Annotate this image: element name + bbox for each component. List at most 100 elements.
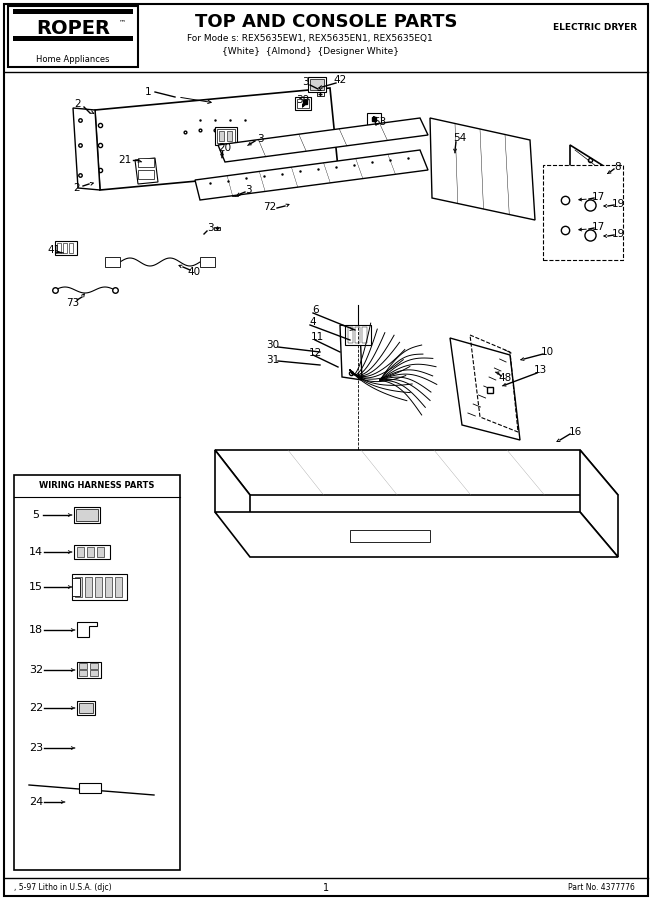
Bar bbox=[215, 127, 237, 145]
Text: ELECTRIC DRYER: ELECTRIC DRYER bbox=[553, 23, 637, 32]
Text: 11: 11 bbox=[310, 332, 323, 342]
Text: 3: 3 bbox=[302, 77, 308, 87]
Bar bbox=[79, 783, 101, 793]
Bar bbox=[69, 243, 73, 253]
Bar bbox=[367, 113, 381, 125]
Circle shape bbox=[420, 400, 440, 420]
Polygon shape bbox=[215, 512, 618, 557]
Bar bbox=[244, 148, 250, 151]
Text: 19: 19 bbox=[612, 199, 625, 209]
Polygon shape bbox=[95, 88, 338, 190]
Bar bbox=[217, 129, 235, 143]
Polygon shape bbox=[195, 150, 428, 200]
Bar bbox=[74, 507, 100, 523]
Text: 41: 41 bbox=[48, 245, 61, 255]
Bar bbox=[295, 97, 311, 110]
Bar bbox=[297, 99, 309, 108]
Text: 2: 2 bbox=[74, 183, 80, 193]
Bar bbox=[13, 36, 133, 41]
Bar bbox=[345, 325, 371, 345]
Text: 12: 12 bbox=[308, 348, 321, 358]
Text: 5: 5 bbox=[33, 510, 40, 520]
Bar bbox=[63, 243, 67, 253]
Text: 3: 3 bbox=[244, 185, 251, 195]
Bar bbox=[362, 327, 367, 343]
Bar bbox=[543, 165, 623, 260]
Text: 73: 73 bbox=[67, 298, 80, 308]
Bar bbox=[77, 701, 95, 715]
Polygon shape bbox=[570, 145, 610, 245]
Text: 3: 3 bbox=[257, 134, 263, 144]
Text: 17: 17 bbox=[591, 192, 604, 202]
Text: 23: 23 bbox=[29, 743, 43, 753]
Text: Part No. 4377776: Part No. 4377776 bbox=[568, 884, 635, 893]
Bar bbox=[310, 79, 324, 90]
Polygon shape bbox=[218, 118, 428, 162]
Bar bbox=[79, 670, 87, 676]
Bar bbox=[105, 577, 112, 597]
Bar bbox=[316, 93, 323, 95]
Bar bbox=[87, 547, 94, 557]
Text: 40: 40 bbox=[187, 267, 201, 277]
Bar bbox=[13, 9, 133, 14]
Text: 14: 14 bbox=[29, 547, 43, 557]
Text: 13: 13 bbox=[533, 365, 546, 375]
Circle shape bbox=[425, 405, 435, 415]
Bar bbox=[95, 577, 102, 597]
Text: 2: 2 bbox=[75, 99, 82, 109]
Bar bbox=[348, 327, 353, 343]
Bar bbox=[77, 662, 101, 678]
Bar bbox=[77, 547, 84, 557]
Text: Home Appliances: Home Appliances bbox=[37, 56, 110, 65]
Bar bbox=[85, 577, 92, 597]
Text: 3: 3 bbox=[207, 223, 213, 233]
Bar bbox=[76, 509, 98, 521]
Text: 20: 20 bbox=[218, 143, 231, 153]
Text: 53: 53 bbox=[374, 117, 387, 127]
Bar bbox=[214, 227, 220, 230]
Text: ™: ™ bbox=[119, 19, 125, 25]
Text: 72: 72 bbox=[263, 202, 276, 212]
Bar bbox=[219, 131, 224, 141]
Bar bbox=[355, 327, 360, 343]
Text: 10: 10 bbox=[541, 347, 554, 357]
Text: 24: 24 bbox=[29, 797, 43, 807]
Bar bbox=[90, 670, 98, 676]
Text: 32: 32 bbox=[29, 665, 43, 675]
Bar bbox=[232, 193, 238, 195]
Text: For Mode s: REX5635EW1, REX5635EN1, REX5635EQ1: For Mode s: REX5635EW1, REX5635EN1, REX5… bbox=[187, 33, 433, 42]
Text: 21: 21 bbox=[119, 155, 132, 165]
Circle shape bbox=[477, 361, 499, 383]
Text: 8: 8 bbox=[615, 162, 621, 172]
Text: 16: 16 bbox=[569, 427, 582, 437]
Bar bbox=[57, 243, 61, 253]
Bar bbox=[115, 577, 122, 597]
Bar bbox=[90, 663, 98, 669]
Bar bbox=[97, 547, 104, 557]
Text: 19: 19 bbox=[612, 229, 625, 239]
Bar bbox=[79, 703, 93, 713]
Text: 22: 22 bbox=[29, 703, 43, 713]
Text: 30: 30 bbox=[267, 340, 280, 350]
Polygon shape bbox=[340, 325, 362, 380]
Text: , 5-97 Litho in U.S.A. (djc): , 5-97 Litho in U.S.A. (djc) bbox=[14, 884, 111, 893]
Bar bbox=[308, 77, 326, 92]
Polygon shape bbox=[73, 108, 100, 190]
Bar bbox=[8, 6, 138, 67]
Bar bbox=[72, 574, 127, 600]
Bar bbox=[72, 578, 80, 596]
Bar bbox=[55, 241, 77, 255]
Text: WIRING HARNESS PARTS: WIRING HARNESS PARTS bbox=[39, 482, 155, 490]
Text: 6: 6 bbox=[313, 305, 319, 315]
Text: ROPER: ROPER bbox=[36, 19, 110, 38]
Text: 54: 54 bbox=[453, 133, 467, 143]
Text: 1: 1 bbox=[323, 883, 329, 893]
Bar bbox=[74, 545, 110, 559]
Polygon shape bbox=[215, 450, 618, 495]
Text: 17: 17 bbox=[591, 222, 604, 232]
Bar bbox=[227, 131, 232, 141]
Text: 18: 18 bbox=[29, 625, 43, 635]
Bar bbox=[79, 663, 87, 669]
Bar bbox=[14, 475, 180, 870]
Polygon shape bbox=[77, 622, 97, 637]
